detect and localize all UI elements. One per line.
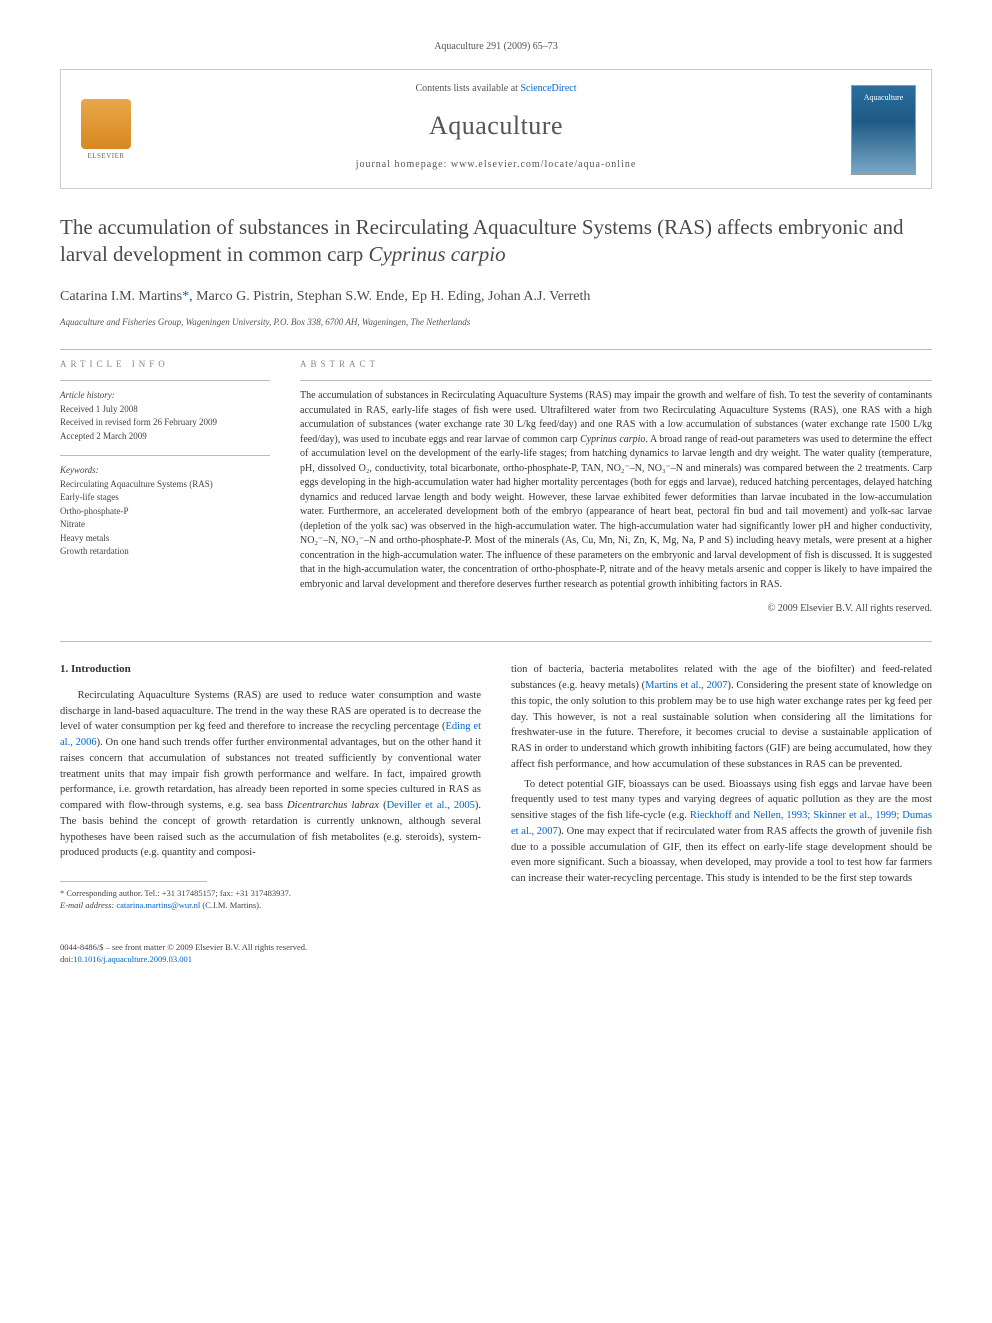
journal-cover-thumbnail: Aquaculture <box>851 85 916 175</box>
author-corresponding: Catarina I.M. Martins <box>60 289 182 304</box>
footnote-divider <box>60 881 207 882</box>
keywords-block: Keywords: Recirculating Aquaculture Syst… <box>60 464 270 559</box>
journal-cover-label: Aquaculture <box>864 92 904 103</box>
body-right-column: tion of bacteria, bacteria metabolites r… <box>511 662 932 911</box>
footer-doi-line: doi:10.1016/j.aquaculture.2009.03.001 <box>60 954 932 966</box>
abstract-column: ABSTRACT The accumulation of substances … <box>300 358 932 617</box>
authors-rest: , Marco G. Pistrin, Stephan S.W. Ende, E… <box>189 289 590 304</box>
ref-martins-2007[interactable]: Martins et al., 2007 <box>645 680 727 691</box>
left-species: Dicentrarchus labrax <box>287 800 379 811</box>
info-abstract-row: ARTICLE INFO Article history: Received 1… <box>60 358 932 617</box>
keyword-6: Growth retardation <box>60 545 270 559</box>
journal-header-box: ELSEVIER Aquaculture Contents lists avai… <box>60 69 932 189</box>
homepage-label: journal homepage: <box>356 159 451 170</box>
ref-deviller-2005[interactable]: Deviller et al., 2005 <box>387 800 475 811</box>
right-text-2b: ). One may expect that if recirculated w… <box>511 826 932 884</box>
email-link[interactable]: catarina.martins@wur.nl <box>116 900 200 910</box>
authors-line: Catarina I.M. Martins*, Marco G. Pistrin… <box>60 287 932 307</box>
homepage-line: journal homepage: www.elsevier.com/locat… <box>81 158 911 172</box>
elsevier-tree-icon <box>81 99 131 149</box>
divider-top <box>60 349 932 350</box>
intro-paragraph-right-1: tion of bacteria, bacteria metabolites r… <box>511 662 932 772</box>
history-revised: Received in revised form 26 February 200… <box>60 416 270 430</box>
doi-label: doi: <box>60 954 73 964</box>
right-text-b: ). Considering the present state of know… <box>511 680 932 770</box>
journal-name: Aquaculture <box>81 108 911 144</box>
abstract-text: The accumulation of substances in Recirc… <box>300 389 932 592</box>
corr-contact: * Corresponding author. Tel.: +31 317485… <box>60 888 481 900</box>
page-footer: 0044-8486/$ – see front matter © 2009 El… <box>60 942 932 966</box>
intro-heading: 1. Introduction <box>60 662 481 677</box>
sciencedirect-link[interactable]: ScienceDirect <box>520 83 576 94</box>
intro-paragraph-right-2: To detect potential GIF, bioassays can b… <box>511 777 932 887</box>
divider-info-1 <box>60 380 270 381</box>
article-history-block: Article history: Received 1 July 2008 Re… <box>60 389 270 443</box>
article-info-heading: ARTICLE INFO <box>60 358 270 371</box>
article-info-column: ARTICLE INFO Article history: Received 1… <box>60 358 270 617</box>
keywords-label: Keywords: <box>60 464 270 478</box>
contents-prefix: Contents lists available at <box>415 83 520 94</box>
keyword-5: Heavy metals <box>60 532 270 546</box>
email-label: E-mail address: <box>60 900 116 910</box>
contents-available-line: Contents lists available at ScienceDirec… <box>81 82 911 96</box>
footer-front-matter: 0044-8486/$ – see front matter © 2009 El… <box>60 942 932 954</box>
abstract-heading: ABSTRACT <box>300 358 932 371</box>
divider-info-2 <box>60 455 270 456</box>
citation-header: Aquaculture 291 (2009) 65–73 <box>60 40 932 54</box>
elsevier-label: ELSEVIER <box>87 152 124 162</box>
body-columns: 1. Introduction Recirculating Aquacultur… <box>60 662 932 911</box>
divider-body <box>60 641 932 642</box>
corresponding-footnote: * Corresponding author. Tel.: +31 317485… <box>60 888 481 912</box>
homepage-url: www.elsevier.com/locate/aqua-online <box>451 159 636 170</box>
keyword-1: Recirculating Aquaculture Systems (RAS) <box>60 478 270 492</box>
email-post: (C.I.M. Martins). <box>200 900 261 910</box>
abstract-copyright: © 2009 Elsevier B.V. All rights reserved… <box>300 602 932 616</box>
keyword-2: Early-life stages <box>60 491 270 505</box>
history-label: Article history: <box>60 389 270 403</box>
divider-abstract <box>300 380 932 381</box>
title-species: Cyprinus carpio <box>368 242 505 266</box>
affiliation: Aquaculture and Fisheries Group, Wagenin… <box>60 316 932 329</box>
left-text-c: ( <box>379 800 387 811</box>
corr-email-line: E-mail address: catarina.martins@wur.nl … <box>60 900 481 912</box>
left-text-a: Recirculating Aquaculture Systems (RAS) … <box>60 690 481 733</box>
abstract-part-2: . A broad range of read-out parameters w… <box>300 434 932 590</box>
keyword-4: Nitrate <box>60 518 270 532</box>
elsevier-logo: ELSEVIER <box>76 95 136 165</box>
keyword-3: Ortho-phosphate-P <box>60 505 270 519</box>
history-accepted: Accepted 2 March 2009 <box>60 430 270 444</box>
history-received: Received 1 July 2008 <box>60 403 270 417</box>
intro-paragraph-left: Recirculating Aquaculture Systems (RAS) … <box>60 688 481 861</box>
abstract-species: Cyprinus carpio <box>580 434 645 445</box>
body-left-column: 1. Introduction Recirculating Aquacultur… <box>60 662 481 911</box>
article-title: The accumulation of substances in Recirc… <box>60 214 932 269</box>
doi-link[interactable]: 10.1016/j.aquaculture.2009.03.001 <box>73 954 192 964</box>
